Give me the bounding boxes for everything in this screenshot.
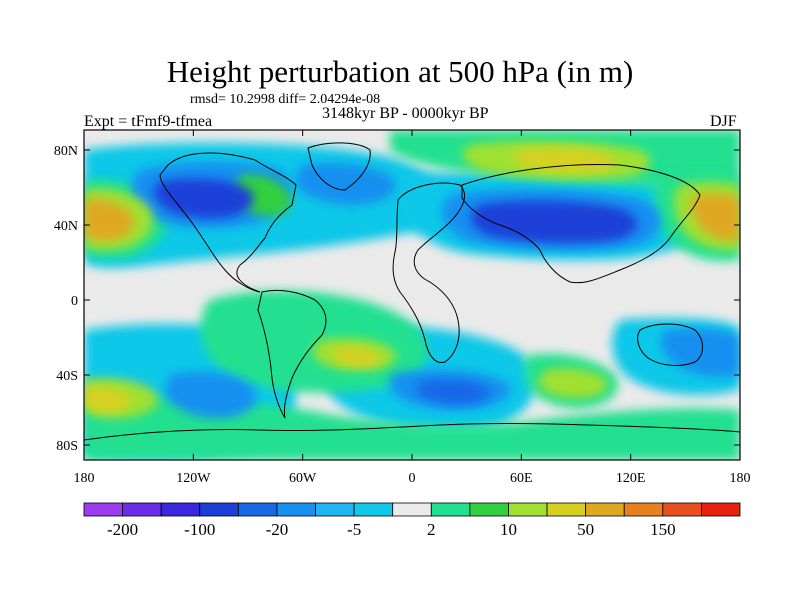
asia-coast — [461, 164, 701, 284]
colorbar-label: 2 — [427, 520, 436, 539]
negative-core-north-atlantic — [295, 163, 396, 205]
positive-max-south-america — [333, 347, 381, 367]
colorbar-label: -100 — [184, 520, 215, 539]
colorbar-label: 10 — [500, 520, 517, 539]
colorbar-swatch — [276, 502, 316, 517]
lat-tick-label: 40S — [56, 369, 78, 384]
negative-core-australia — [660, 328, 740, 377]
negative-max-north-america — [154, 178, 254, 219]
positive-band-antarctic — [84, 398, 740, 460]
colorbar-swatch — [662, 502, 702, 517]
plot-title: Height perturbation at 500 hPa (in m) — [166, 54, 634, 89]
colorbar-swatch — [430, 502, 471, 517]
lon-tick-label: 180 — [730, 471, 751, 486]
positive-max-north-pacific-east — [691, 193, 740, 241]
colorbar-swatch — [237, 502, 278, 517]
colorbar-swatch — [469, 502, 509, 517]
south-america-coast — [257, 289, 327, 419]
colorbar-swatch — [623, 502, 664, 517]
lat-tick-label: 80S — [56, 439, 78, 454]
coastlines — [84, 142, 740, 441]
colorbar-swatch — [83, 502, 123, 517]
colorbar-swatch — [122, 502, 162, 517]
colorbar: -200 -100 -20 -5 2 10 50 150 — [83, 502, 741, 539]
positive-core-indian-ocean — [538, 368, 609, 399]
colorbar-swatch — [353, 502, 394, 517]
time-period-label: 3148kyr BP - 0000kyr BP — [322, 105, 489, 122]
australia-coast — [637, 323, 703, 366]
colorbar-label: -200 — [107, 520, 138, 539]
colorbar-swatch — [315, 502, 355, 517]
contour-field — [84, 130, 740, 460]
colorbar-swatch — [546, 502, 587, 517]
colorbar-swatch — [508, 502, 548, 517]
negative-core-south-pacific — [165, 371, 257, 419]
positive-max-southeast-pacific — [84, 387, 131, 412]
lon-tick-label: 60E — [510, 471, 533, 486]
positive-max-west-pacific — [84, 199, 134, 241]
colorbar-label: 150 — [650, 520, 676, 539]
positive-max-arctic — [514, 148, 615, 173]
lon-tick-label: 120E — [616, 471, 646, 486]
lat-tick-label: 40N — [54, 219, 78, 234]
colorbar-label: 50 — [577, 520, 594, 539]
colorbar-label: -20 — [266, 520, 289, 539]
greenland-coast — [307, 142, 371, 191]
colorbar-swatch — [160, 502, 201, 517]
negative-max-south-atlantic — [416, 379, 491, 405]
lon-tick-label: 0 — [409, 471, 416, 486]
lat-tick-label: 0 — [71, 294, 78, 309]
lat-tick-label: 80N — [54, 144, 78, 159]
lon-tick-label: 180 — [74, 471, 95, 486]
negative-max-siberia — [471, 200, 638, 244]
lon-tick-label: 120W — [176, 471, 211, 486]
north-america-coast — [159, 152, 297, 293]
colorbar-swatch — [199, 502, 239, 517]
season-label: DJF — [710, 113, 737, 130]
colorbar-swatch — [585, 502, 625, 517]
colorbar-swatch — [701, 502, 741, 517]
experiment-label: Expt = tFmf9-tfmea — [84, 113, 213, 130]
axis-ticks: 80N 40N 0 40S 80S 180 120W 60W 0 60E 120E 180 — [54, 130, 751, 486]
rmsd-diff-stats: rmsd= 10.2998 diff= 2.04294e-08 — [190, 92, 381, 107]
colorbar-swatch — [392, 502, 432, 517]
colorbar-label: -5 — [347, 520, 361, 539]
antarctica-coast — [84, 422, 740, 441]
europe-africa-coast — [392, 182, 465, 364]
lon-tick-label: 60W — [289, 471, 317, 486]
